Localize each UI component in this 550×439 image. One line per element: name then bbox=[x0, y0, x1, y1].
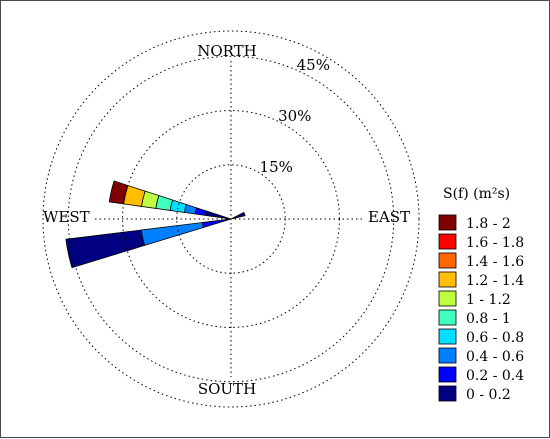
legend-label-9: 0 - 0.2 bbox=[466, 387, 511, 403]
sector-0-segment-1 bbox=[194, 207, 208, 216]
legend-swatch-1 bbox=[438, 233, 457, 250]
sector-0-segment-2 bbox=[184, 203, 198, 215]
sector-0-segment-3 bbox=[169, 199, 187, 213]
legend-label-1: 1.6 - 1.8 bbox=[466, 235, 524, 251]
sector-2-segment-0 bbox=[230, 211, 246, 220]
legend-title: S(f) (m²s) bbox=[443, 186, 510, 202]
legend-swatch-2 bbox=[438, 252, 457, 269]
legend-label-3: 1.2 - 1.4 bbox=[466, 273, 524, 289]
legend-swatch-5 bbox=[438, 309, 457, 326]
legend-swatch-8 bbox=[438, 366, 457, 383]
legend-swatch-7 bbox=[438, 347, 457, 364]
legend-label-6: 0.6 - 0.8 bbox=[466, 330, 524, 346]
ring-45 bbox=[67, 55, 395, 383]
legend-label-0: 1.8 - 2 bbox=[466, 216, 511, 232]
radial-tick-15: 15% bbox=[260, 158, 293, 176]
legend-swatch-9 bbox=[438, 385, 457, 402]
sector-1-segment-2 bbox=[65, 229, 146, 269]
legend-label-4: 1 - 1.2 bbox=[466, 292, 511, 308]
legend-label-7: 0.4 - 0.6 bbox=[466, 349, 524, 365]
outer-ring bbox=[42, 30, 420, 408]
legend-swatch-4 bbox=[438, 290, 457, 307]
legend-swatch-6 bbox=[438, 328, 457, 345]
east-label: EAST bbox=[368, 208, 410, 226]
sector-1-segment-0 bbox=[201, 218, 232, 228]
legend-swatch-3 bbox=[438, 271, 457, 288]
legend-swatch-0 bbox=[438, 214, 457, 231]
legend-label-5: 0.8 - 1 bbox=[466, 311, 511, 327]
legend: 1.8 - 2 1.6 - 1.8 1.4 - 1.6 1.2 - 1.4 1 - 1.… bbox=[438, 214, 524, 403]
radial-tick-30: 30% bbox=[278, 107, 311, 125]
west-label: WEST bbox=[43, 208, 90, 226]
north-label: NORTH bbox=[197, 42, 257, 60]
sector-0-segment-7 bbox=[108, 180, 129, 205]
sector-1-segment-1 bbox=[140, 222, 204, 246]
legend-label-2: 1.4 - 1.6 bbox=[466, 254, 524, 270]
south-label: SOUTH bbox=[198, 380, 256, 398]
radial-tick-45: 45% bbox=[297, 56, 330, 74]
legend-label-8: 0.2 - 0.4 bbox=[466, 368, 524, 384]
sector-0-segment-0 bbox=[205, 210, 232, 220]
